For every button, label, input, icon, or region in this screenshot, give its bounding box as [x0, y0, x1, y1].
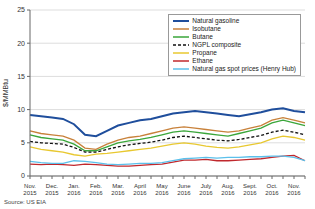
- svg-text:Dec.2015: Dec.2015: [45, 183, 59, 196]
- svg-text:Jan.2016: Jan.2016: [67, 183, 81, 196]
- svg-text:Mar.2016: Mar.2016: [111, 183, 125, 196]
- svg-text:Nov.2016: Nov.2016: [287, 183, 301, 196]
- svg-text:June2016: June2016: [177, 183, 191, 196]
- html-text:NGPL composite: NGPL composite: [192, 41, 242, 48]
- svg-text:0: 0: [21, 172, 25, 179]
- svg-text:Sept.2016: Sept.2016: [243, 183, 257, 196]
- svg-text:10: 10: [17, 106, 25, 113]
- html-text:Source: US EIA: Source: US EIA: [4, 199, 46, 205]
- svg-text:July2016: July2016: [199, 183, 213, 196]
- svg-text:20: 20: [17, 40, 25, 47]
- svg-text:April2016: April2016: [133, 183, 147, 196]
- html-text:Natural gasoline: Natural gasoline: [192, 17, 240, 24]
- svg-text:25: 25: [17, 6, 25, 13]
- svg-text:15: 15: [17, 73, 25, 80]
- svg-text:Feb.2016: Feb.2016: [89, 183, 103, 196]
- html-text:Ethane: Ethane: [192, 57, 213, 64]
- svg-text:5: 5: [21, 139, 25, 146]
- svg-text:Nov.2015: Nov.2015: [23, 183, 37, 196]
- svg-text:Oct.2016: Oct.2016: [265, 183, 279, 196]
- svg-text:May2016: May2016: [155, 183, 169, 196]
- html-text:Butane: Butane: [192, 33, 213, 40]
- svg-text:Aug.2016: Aug.2016: [221, 183, 235, 196]
- html-text:Isobutane: Isobutane: [192, 25, 221, 32]
- html-text:Propane: Propane: [192, 49, 217, 56]
- svg-text:$/MMBtu: $/MMBtu: [8, 79, 9, 107]
- html-text:Natural gas spot prices (Henry: Natural gas spot prices (Henry Hub): [192, 65, 296, 72]
